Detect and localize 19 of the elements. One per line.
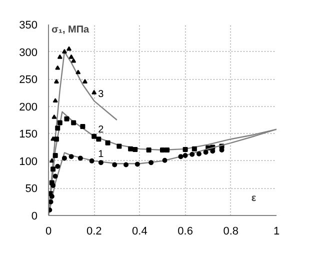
y-tick-label: 50	[25, 183, 38, 196]
x-axis-title: ε	[251, 193, 256, 204]
y-tick-label: 350	[19, 20, 38, 32]
x-tick-label: 0	[45, 226, 52, 238]
x-tick-label: 1	[273, 226, 280, 238]
y-tick-label: 200	[19, 101, 38, 114]
y-tick-label: 250	[19, 74, 38, 86]
x-tick-label: 0.4	[132, 226, 148, 238]
series-label: 2	[98, 124, 104, 136]
y-tick-label: 0	[31, 210, 38, 222]
series-label: 1	[98, 148, 104, 160]
y-tick-label: 300	[19, 46, 38, 59]
x-tick-label: 0.2	[86, 226, 102, 238]
x-tick-label: 0.8	[223, 226, 239, 238]
series-label: 3	[98, 88, 104, 100]
x-tick-label: 0.6	[178, 226, 193, 238]
y-tick-label: 150	[19, 128, 38, 141]
y-tick-label: 100	[19, 156, 38, 168]
y-axis-title: σ₁, МПа	[52, 24, 90, 36]
